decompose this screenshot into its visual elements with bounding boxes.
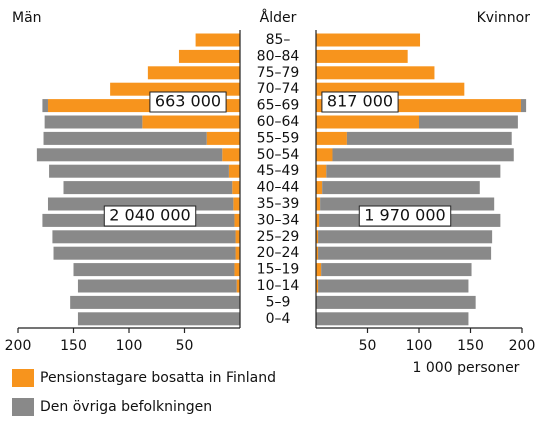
- annotation: 817 000: [327, 92, 393, 111]
- bar-left: [235, 246, 240, 260]
- bar-right: [316, 164, 327, 178]
- bar-right: [316, 131, 347, 145]
- bar-left: [77, 312, 240, 326]
- annotation: 1 970 000: [364, 206, 445, 225]
- age-label: 65–69: [257, 98, 300, 114]
- x-tick-label: 50: [176, 338, 194, 354]
- x-tick-label: 200: [509, 338, 536, 354]
- bar-left: [77, 279, 237, 293]
- bar-left: [236, 279, 240, 293]
- bar-right: [316, 181, 323, 195]
- x-tick-label: 100: [406, 338, 433, 354]
- bar-left: [233, 197, 240, 211]
- bar-left: [222, 148, 240, 162]
- legend-swatch: [12, 369, 34, 387]
- bar-right: [316, 148, 333, 162]
- x-tick-label: 100: [116, 338, 143, 354]
- bar-right: [346, 131, 512, 145]
- bar-right: [316, 295, 476, 309]
- bar-right: [316, 246, 319, 260]
- y-axis-label: Ålder: [260, 9, 297, 26]
- x-tick-label: 150: [60, 338, 87, 354]
- bar-left: [53, 246, 236, 260]
- bar-right: [316, 49, 408, 63]
- bar-right: [318, 279, 469, 293]
- bar-left: [206, 131, 240, 145]
- age-label: 35–39: [257, 196, 300, 212]
- bar-left: [234, 213, 240, 227]
- annotation: 2 040 000: [109, 206, 190, 225]
- x-tick-label: 200: [5, 338, 32, 354]
- bar-right: [318, 230, 493, 244]
- age-label: 0–4: [266, 311, 291, 327]
- right-title: Kvinnor: [477, 10, 531, 26]
- left-title: Män: [12, 10, 42, 26]
- age-label: 85–: [266, 32, 291, 48]
- bar-left: [42, 99, 48, 113]
- annotation-box: [321, 91, 399, 113]
- age-label: 5–9: [266, 294, 291, 310]
- annotation-box: [103, 205, 197, 227]
- bar-left: [228, 164, 240, 178]
- bar-left: [73, 263, 235, 277]
- age-label: 15–19: [257, 262, 300, 278]
- age-label: 25–29: [257, 229, 300, 245]
- bar-left: [147, 66, 240, 80]
- bar-right: [316, 213, 320, 227]
- bar-left: [63, 181, 233, 195]
- age-label: 75–79: [257, 65, 300, 81]
- bar-right: [316, 312, 469, 326]
- bar-right: [326, 164, 501, 178]
- legend-label: Pensionstagare bosatta in Finland: [40, 370, 276, 386]
- x-tick-label: 150: [457, 338, 484, 354]
- bar-left: [44, 115, 143, 129]
- bar-right: [419, 115, 518, 129]
- annotation-box: [358, 205, 452, 227]
- bar-right: [322, 181, 480, 195]
- bar-left: [232, 181, 240, 195]
- bar-left: [142, 115, 240, 129]
- bar-right: [316, 33, 421, 47]
- annotation: 663 000: [155, 92, 221, 111]
- bar-left: [43, 131, 207, 145]
- bar-left: [52, 230, 236, 244]
- age-label: 40–44: [257, 180, 300, 196]
- age-label: 50–54: [257, 147, 300, 163]
- age-label: 55–59: [257, 130, 300, 146]
- bar-right: [316, 230, 319, 244]
- bar-right: [316, 115, 419, 129]
- age-label: 70–74: [257, 81, 300, 97]
- bar-right: [316, 197, 321, 211]
- bar-right: [316, 66, 435, 80]
- bar-right: [332, 148, 514, 162]
- bar-left: [70, 295, 240, 309]
- bar-left: [235, 230, 240, 244]
- legend-label: Den övriga befolkningen: [40, 399, 212, 415]
- bar-left: [36, 148, 223, 162]
- age-label: 80–84: [257, 48, 300, 64]
- bar-right: [321, 263, 472, 277]
- bar-left: [49, 164, 229, 178]
- annotation-box: [149, 91, 227, 113]
- age-label: 45–49: [257, 163, 300, 179]
- bar-right: [520, 99, 527, 113]
- age-label: 10–14: [257, 278, 300, 294]
- age-label: 60–64: [257, 114, 300, 130]
- bar-right: [318, 246, 492, 260]
- age-label: 20–24: [257, 245, 300, 261]
- legend-swatch: [12, 398, 34, 416]
- x-axis-label: 1 000 personer: [413, 360, 520, 376]
- bar-left: [234, 263, 240, 277]
- bar-left: [195, 33, 240, 47]
- x-tick-label: 50: [359, 338, 377, 354]
- bar-left: [178, 49, 240, 63]
- bar-right: [316, 263, 322, 277]
- bar-right: [316, 279, 319, 293]
- age-label: 30–34: [257, 212, 300, 228]
